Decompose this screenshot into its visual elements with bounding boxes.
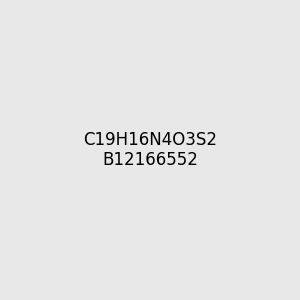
Text: C19H16N4O3S2
B12166552: C19H16N4O3S2 B12166552 bbox=[83, 130, 217, 170]
